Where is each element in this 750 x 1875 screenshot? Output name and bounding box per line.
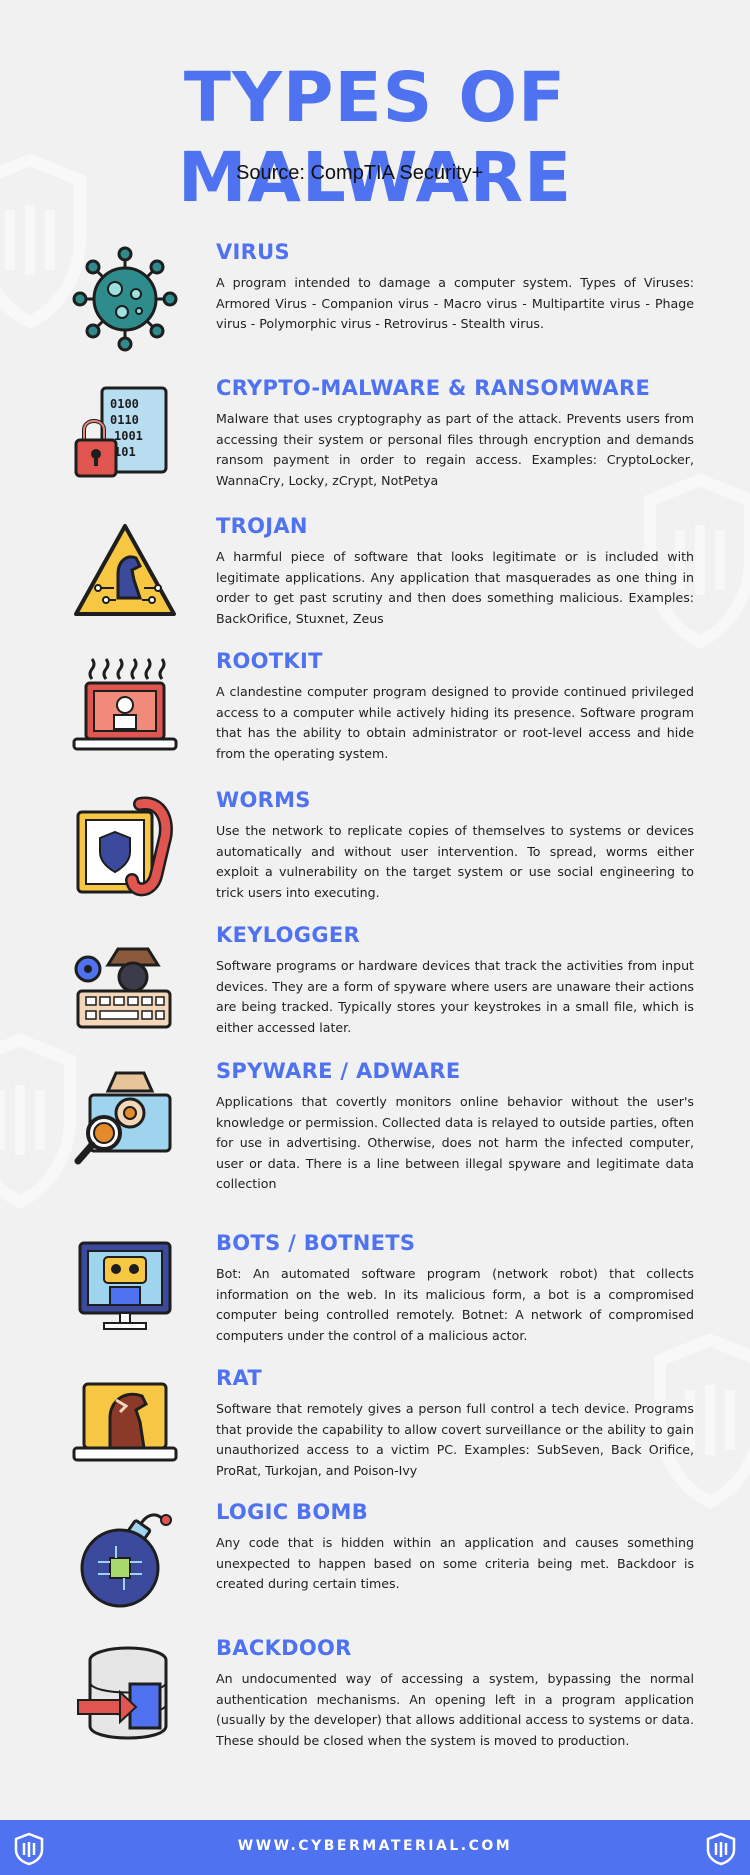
item-title: VIRUS [216,240,290,264]
item-title: CRYPTO-MALWARE & RANSOMWARE [216,376,651,400]
malware-item-trojan: TROJAN A harmful piece of software that … [0,514,750,634]
shield-watermark-icon [654,1333,750,1509]
item-description: Use the network to replicate copies of t… [216,823,694,900]
spy-magnifier-icon [74,1071,172,1165]
item-description: A program intended to damage a computer … [216,275,694,332]
item-description: A harmful piece of software that looks l… [216,549,694,626]
shield-logo-icon [706,1832,736,1866]
svg-text:101: 101 [114,445,136,459]
malware-item-spyware: SPYWARE / ADWARE Applications that cover… [0,1059,750,1191]
item-description: Applications that covertly monitors onli… [216,1094,694,1192]
item-description: Software that remotely gives a person fu… [216,1401,694,1478]
malware-item-logic-bomb: LOGIC BOMB Any code that is hidden withi… [0,1500,750,1620]
encrypted-file-lock-icon: 0100 0110 1001 101 [74,386,168,478]
svg-text:1001: 1001 [114,429,143,443]
source-label: Source: CompTIA Security+ [236,162,484,184]
item-title: SPYWARE / ADWARE [216,1059,461,1083]
backdoor-database-icon [77,1646,168,1740]
shield-watermark-icon [644,473,750,649]
svg-text:0100: 0100 [110,397,139,411]
malware-item-rat: RAT Software that remotely gives a perso… [0,1366,750,1486]
item-title: BACKDOOR [216,1636,352,1660]
malware-item-virus: VIRUS A program intended to damage a com… [0,240,750,360]
item-description: Malware that uses cryptography as part o… [216,411,694,488]
item-title: LOGIC BOMB [216,1500,369,1524]
svg-text:0110: 0110 [110,413,139,427]
malware-item-crypto-malware: 0100 0110 1001 101 CRYPTO-MALWARE & RANSOMW… [0,376,750,496]
malware-item-keylogger: KEYLOGGER Software programs or hardware … [0,923,750,1043]
item-title: WORMS [216,788,311,812]
bot-monitor-icon [78,1241,172,1330]
shield-watermark-icon [0,1033,76,1209]
rootkit-laptop-icon [72,658,178,751]
item-title: KEYLOGGER [216,923,360,947]
page-title: TYPES OF MALWARE [177,58,573,218]
item-description: Software programs or hardware devices th… [216,958,694,1035]
keylogger-icon [74,947,172,1029]
item-description: An undocumented way of accessing a syste… [216,1671,694,1748]
malware-item-worms: WORMS Use the network to replicate copie… [0,788,750,908]
footer-website-link[interactable]: WWW.CYBERMATERIAL.COM [237,1838,513,1854]
malware-item-bots: BOTS / BOTNETS Bot: An automated softwar… [0,1231,750,1351]
item-title: RAT [216,1366,263,1390]
shield-logo-icon [14,1832,44,1866]
shield-watermark-icon [0,153,86,329]
malware-item-backdoor: BACKDOOR An undocumented way of accessin… [0,1636,750,1756]
item-title: TROJAN [216,514,308,538]
trojan-horse-icon [74,524,176,616]
footer-bar: WWW.CYBERMATERIAL.COM [0,1820,750,1875]
malware-item-rootkit: ROOTKIT A clandestine computer program d… [0,649,750,769]
item-title: BOTS / BOTNETS [216,1231,416,1255]
logic-bomb-icon [80,1513,172,1608]
item-description: Any code that is hidden within an applic… [216,1535,694,1592]
item-description: Bot: An automated software program (netw… [216,1266,694,1343]
worm-icon [76,796,173,897]
item-title: ROOTKIT [216,649,323,673]
item-description: A clandestine computer program designed … [216,684,694,761]
virus-icon [72,246,178,352]
rat-horse-laptop-icon [72,1382,178,1462]
